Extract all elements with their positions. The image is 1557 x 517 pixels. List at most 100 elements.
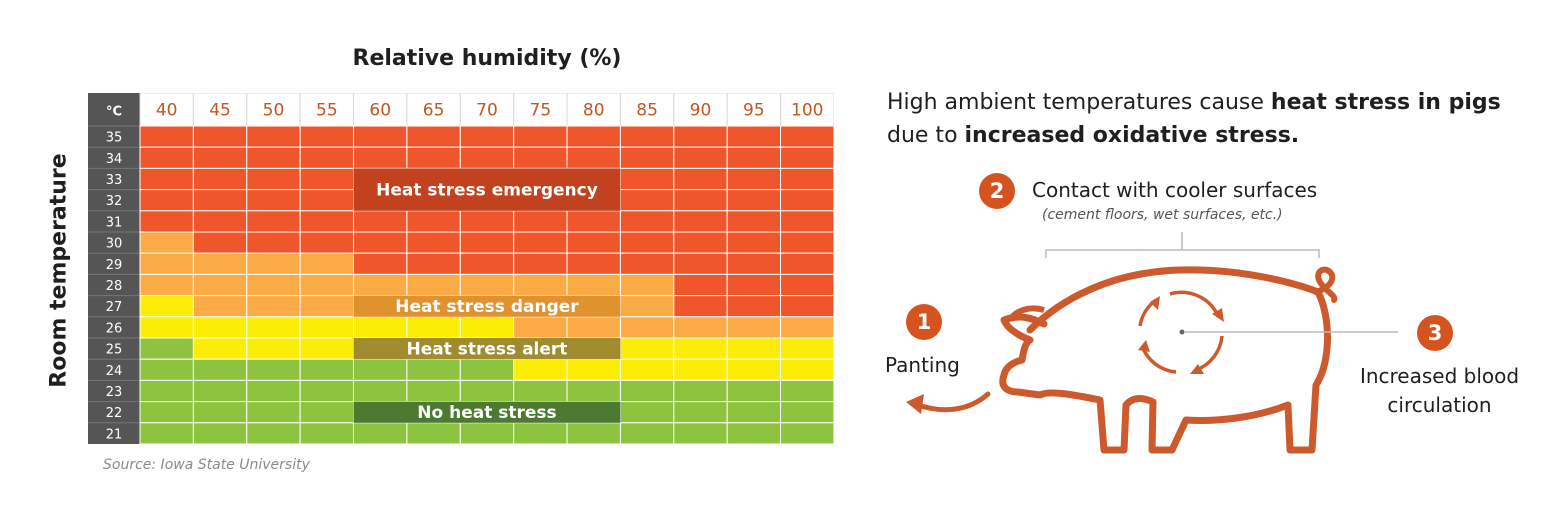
heatmap-cell <box>566 316 621 339</box>
heatmap-cell <box>246 422 301 444</box>
heatmap-cell <box>192 273 248 297</box>
heatmap-cell <box>246 167 301 191</box>
row-label: 31 <box>106 215 123 230</box>
heatmap-cell <box>246 210 301 233</box>
heatmap-cell <box>513 210 568 233</box>
heatmap-cell <box>780 422 834 444</box>
heatmap-cell <box>353 379 408 403</box>
heatmap-cell <box>726 358 782 381</box>
heatmap-cell <box>139 146 194 169</box>
heatmap-cell <box>673 273 728 297</box>
heatmap-cell <box>726 401 782 424</box>
heatmap-cell <box>192 210 248 233</box>
column-header-label: 75 <box>530 101 552 121</box>
heatmap-cell <box>780 252 834 275</box>
heatmap-cell <box>619 316 675 339</box>
heatmap-cell <box>459 379 515 403</box>
heatmap-cell <box>459 422 515 444</box>
heatmap-cell <box>459 231 515 254</box>
heatmap-cell <box>299 401 355 424</box>
column-header-label: 90 <box>690 101 712 121</box>
heatmap-cell <box>139 316 194 339</box>
heatmap-cell <box>192 316 248 339</box>
column-header-cell <box>619 93 675 127</box>
heatmap-cell <box>619 422 675 444</box>
heatmap-cell <box>459 252 515 275</box>
heatmap-cell <box>513 252 568 275</box>
zone-label: Heat stress emergency <box>376 181 598 201</box>
heatmap-cell <box>566 273 621 297</box>
heatmap-cell <box>673 252 728 275</box>
zone-label-bg <box>353 338 621 360</box>
heatmap-cell <box>192 337 248 360</box>
heatmap-cell <box>299 358 355 381</box>
pig-illustration <box>906 232 1398 454</box>
heatmap-cell <box>513 379 568 403</box>
heatmap-cell <box>406 210 461 233</box>
column-header-label: 55 <box>316 101 338 121</box>
row-label: 21 <box>106 427 123 442</box>
column-header-cell <box>246 93 301 127</box>
heatmap-cell <box>353 125 408 148</box>
heatmap-cell <box>780 401 834 424</box>
heatmap-cell <box>726 252 782 275</box>
row-label: 27 <box>106 300 123 315</box>
heatmap-cell <box>673 422 728 444</box>
heatmap-cell <box>726 422 782 444</box>
heatmap-cell <box>566 125 621 148</box>
heatmap-cell <box>619 125 675 148</box>
heatmap-cell <box>299 189 355 212</box>
heatmap-cell <box>513 231 568 254</box>
row-label: 32 <box>106 194 123 209</box>
heatmap-cell <box>673 337 728 360</box>
heatmap-cell <box>139 337 194 360</box>
heatmap-cell <box>619 295 675 318</box>
heatmap-cell <box>353 273 408 297</box>
heatmap-cell <box>353 422 408 444</box>
column-header-label: 70 <box>476 101 498 121</box>
heatmap-cell <box>780 316 834 339</box>
heatmap-cell <box>139 295 194 318</box>
heatmap-cell <box>406 231 461 254</box>
heatmap-cell <box>459 316 515 339</box>
heatmap-cell <box>406 273 461 297</box>
step-3-label-line1: Increased blood <box>1359 364 1520 388</box>
heatmap-cell <box>353 210 408 233</box>
row-label: 22 <box>106 406 123 421</box>
column-header-label: 40 <box>156 101 178 121</box>
row-label: 28 <box>106 279 123 294</box>
heatmap-cell <box>192 422 248 444</box>
heatmap-cell <box>353 252 408 275</box>
column-header-label: 95 <box>743 101 765 121</box>
heatmap-cell <box>619 167 675 191</box>
heatmap-cell <box>726 210 782 233</box>
heatmap-cell <box>726 337 782 360</box>
heatmap-cell <box>139 422 194 444</box>
heatmap-cell <box>353 358 408 381</box>
column-header-label: 85 <box>636 101 658 121</box>
heatmap-cell <box>780 358 834 381</box>
corner-unit-label: °C <box>106 105 122 120</box>
row-label: 33 <box>106 173 123 188</box>
heatmap-cell <box>353 316 408 339</box>
heatmap-cell <box>619 210 675 233</box>
heatmap-cell <box>513 358 568 381</box>
heatmap-cell <box>246 146 301 169</box>
heatmap-cell <box>673 189 728 212</box>
heatmap-cell <box>406 146 461 169</box>
row-label: 24 <box>106 364 123 379</box>
heatmap-cell <box>513 273 568 297</box>
heatmap-cell <box>406 379 461 403</box>
heatmap-cell <box>726 189 782 212</box>
heatmap-cell <box>566 252 621 275</box>
heatmap-cell <box>246 125 301 148</box>
heatmap-cell <box>406 125 461 148</box>
heatmap-cell <box>673 316 728 339</box>
heatmap-cell <box>299 210 355 233</box>
heatmap-cell <box>673 295 728 318</box>
heatmap-cell <box>566 146 621 169</box>
zone-label-bg <box>353 295 621 317</box>
heatmap-cell <box>780 167 834 191</box>
column-header-cell <box>299 93 355 127</box>
heatmap-cell <box>299 379 355 403</box>
